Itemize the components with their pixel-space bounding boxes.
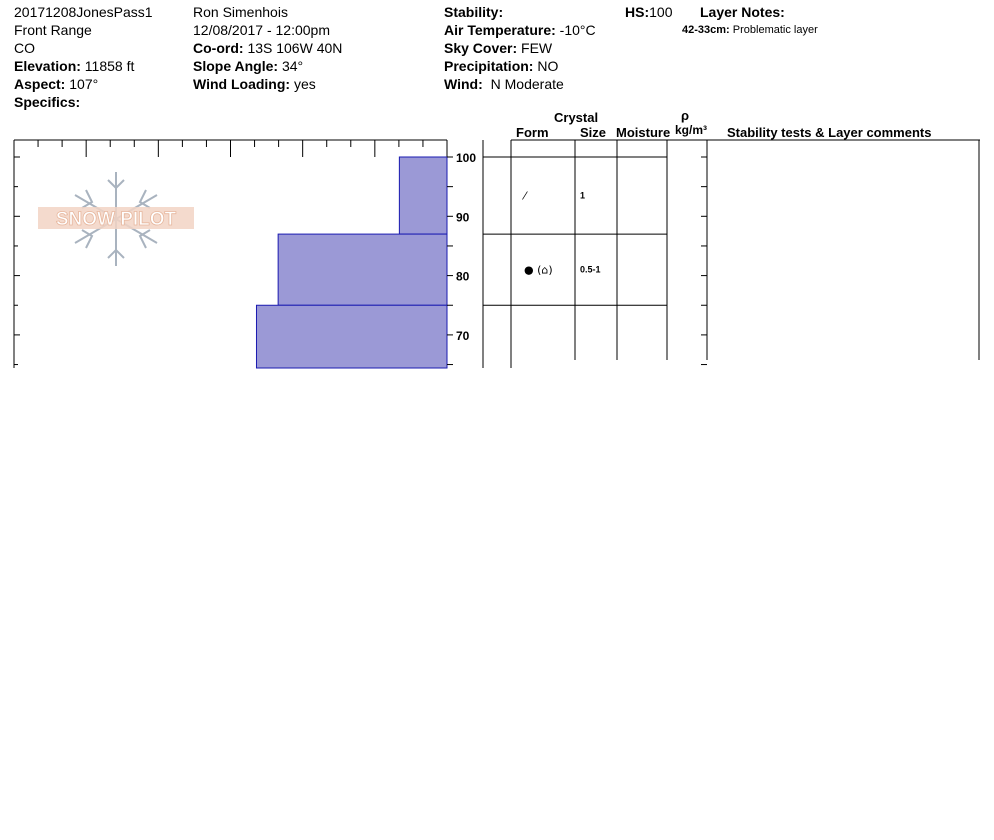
slope-row: Slope Angle: 34° <box>193 57 303 75</box>
aspect-label: Aspect: <box>14 76 66 92</box>
aspect-value: 107° <box>69 76 99 92</box>
left-ticks <box>14 156 20 366</box>
hardness-bar <box>255 304 448 369</box>
aspect-row: Aspect: 107° <box>14 75 98 93</box>
layer-note-depth: 42-33cm: <box>682 24 730 36</box>
layer-notes-label: Layer Notes: <box>700 4 785 20</box>
density-symbol-header: ρ <box>681 108 690 123</box>
air-temp-value: -10°C <box>559 22 596 38</box>
elevation-value: 11858 ft <box>84 58 135 74</box>
elevation-label: Elevation: <box>14 58 81 74</box>
layer-form-symbol: ⁄ <box>521 190 528 203</box>
comments-header: Stability tests & Layer comments <box>727 125 932 140</box>
hardness-bar <box>277 233 448 306</box>
moisture-header: Moisture <box>616 125 671 140</box>
y-tick-label: 70 <box>456 329 470 343</box>
site-name: 20171208JonesPass1 <box>14 4 153 20</box>
layer-note: 42-33cm: Problematic layer <box>682 23 818 37</box>
wind-row: Wind: N Moderate <box>444 75 564 93</box>
observation-datetime: 12/08/2017 - 12:00pm <box>193 22 330 38</box>
hs-value: 100 <box>649 4 673 20</box>
snowpilot-logo: SNOW PILOT <box>38 172 194 266</box>
elevation-row: Elevation: 11858 ft <box>14 57 134 75</box>
hardness-bar <box>398 156 448 235</box>
wind-loading-value: yes <box>293 76 316 92</box>
layer-form-symbol: ● (⌂) <box>524 264 553 277</box>
layer-size: 1 <box>580 191 585 201</box>
air-temp-row: Air Temperature: -10°C <box>444 21 596 39</box>
specifics-label: Specifics: <box>14 94 81 110</box>
coord-row: Co-ord: 13S 106W 40N <box>193 39 342 57</box>
observer-name: Ron Simenhois <box>193 4 288 20</box>
layer-size: 0.5-1 <box>580 265 601 275</box>
layer-note-text: Problematic layer <box>732 24 818 36</box>
y-tick-label: 100 <box>456 151 476 165</box>
coord-value: 13S 106W 40N <box>247 40 343 56</box>
sky-label: Sky Cover: <box>444 40 518 56</box>
wind-loading-row: Wind Loading: yes <box>193 75 316 93</box>
precip-row: Precipitation: NO <box>444 57 558 75</box>
hs-row: HS:100 <box>625 3 672 21</box>
y-tick-label: 80 <box>456 270 470 284</box>
y-axis-labels: 100 90 80 70 <box>456 151 476 343</box>
sky-value: FEW <box>521 40 553 56</box>
crystal-header: Crystal <box>554 110 599 125</box>
coord-label: Co-ord: <box>193 40 244 56</box>
wind-label: Wind: <box>444 76 483 92</box>
y-tick-label: 90 <box>456 210 470 224</box>
slope-label: Slope Angle: <box>193 58 279 74</box>
logo-banner <box>38 207 194 229</box>
logo-text: SNOW PILOT <box>56 209 177 230</box>
hardness-bars <box>255 156 448 369</box>
hs-label: HS: <box>625 4 650 20</box>
sky-row: Sky Cover: FEW <box>444 39 552 57</box>
state: CO <box>14 40 35 56</box>
form-header: Form <box>516 125 549 140</box>
air-temp-label: Air Temperature: <box>444 22 556 38</box>
wind-loading-label: Wind Loading: <box>193 76 291 92</box>
precip-value: NO <box>537 58 559 74</box>
precip-label: Precipitation: <box>444 58 534 74</box>
right-ticks <box>447 156 453 366</box>
mountain-range: Front Range <box>14 22 92 38</box>
stability-label: Stability: <box>444 4 504 20</box>
layer-table: ⁄ 1 ● (⌂) 0.5-1 <box>482 139 980 368</box>
size-header: Size <box>580 125 607 140</box>
density-unit-header: kg/m³ <box>675 123 708 137</box>
wind-value: N Moderate <box>490 76 564 92</box>
slope-value: 34° <box>281 58 304 74</box>
top-ticks <box>13 140 448 157</box>
